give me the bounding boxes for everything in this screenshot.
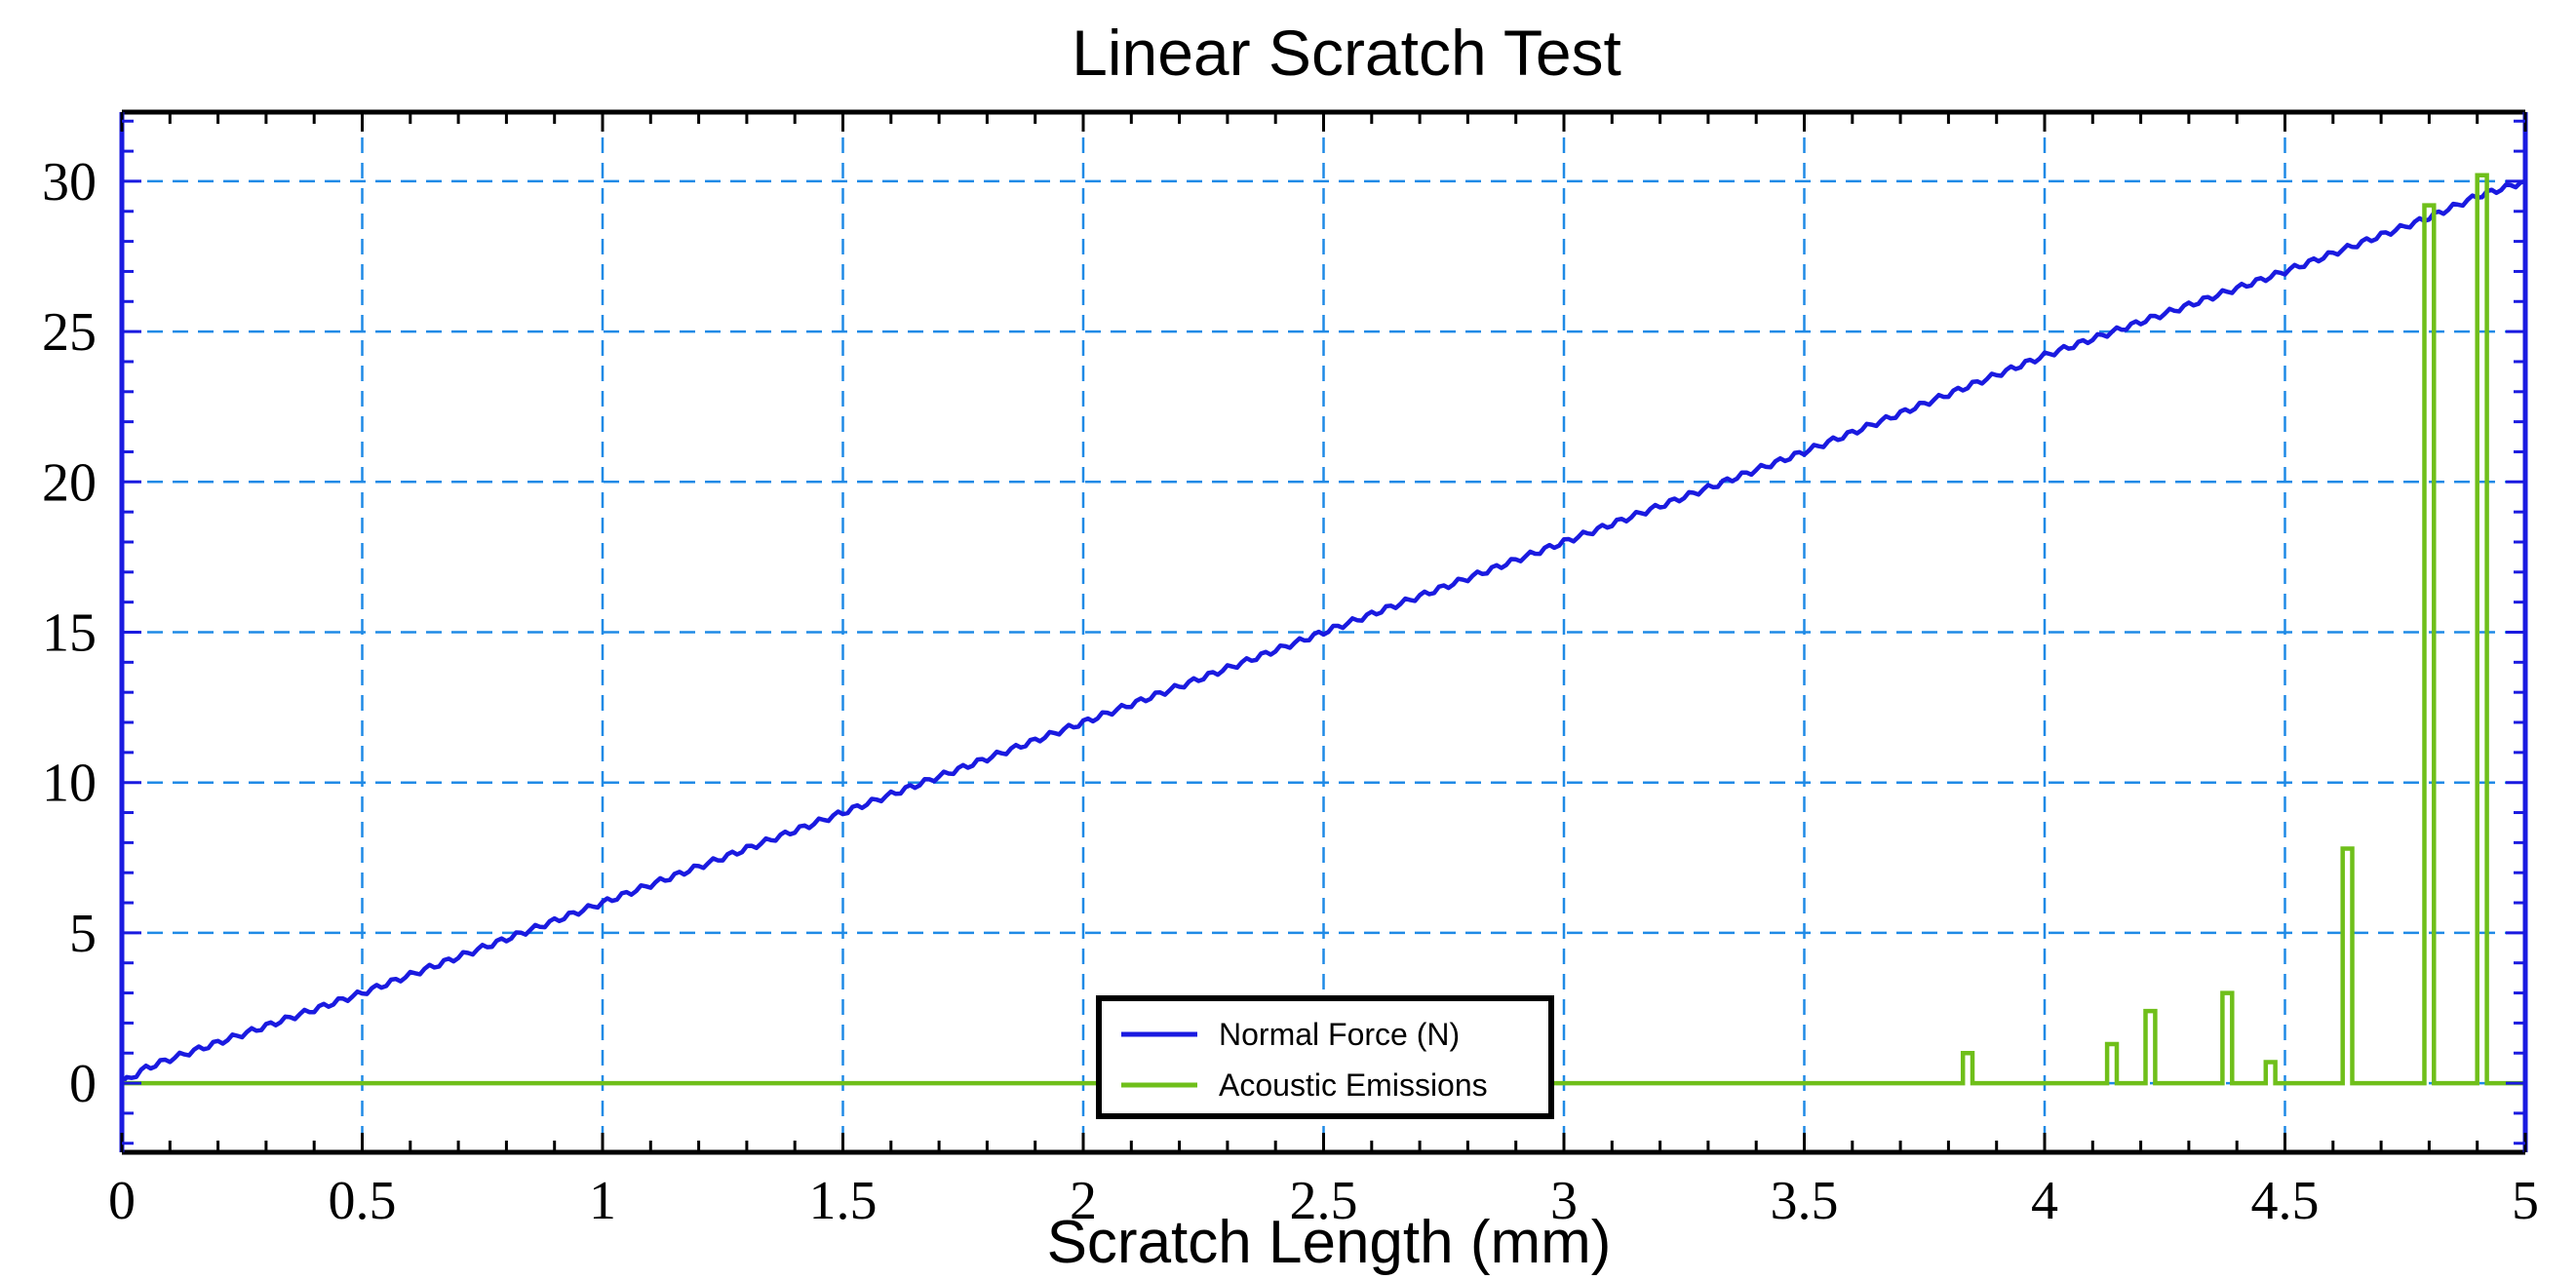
y-tick-label: 15	[42, 603, 97, 664]
series-line-acoustic-emissions	[122, 173, 2525, 1086]
y-tick-label: 5	[69, 904, 97, 964]
tick-labels: 0 0.5 1 1.5 2 2.5 3 3.5 4 4.5 5 0 5 10 15 20 25 30	[42, 152, 2539, 1231]
x-tick-label: 1	[589, 1171, 616, 1231]
y-tick-label: 20	[42, 452, 97, 513]
x-tick-label: 5	[2512, 1171, 2539, 1231]
y-tick-label: 10	[42, 754, 97, 814]
x-tick-label: 0.5	[329, 1171, 397, 1231]
legend-box	[1096, 995, 1554, 1119]
x-tick-label: 3.5	[1771, 1171, 1839, 1231]
x-tick-label: 4.5	[2251, 1171, 2320, 1231]
y-tick-label: 25	[42, 302, 97, 363]
y-tick-label: 0	[69, 1054, 97, 1114]
x-tick-label: 2.5	[1290, 1171, 1358, 1231]
x-axis-label: Scratch Length (mm)	[1047, 1209, 1612, 1276]
series-line-normal-force	[120, 178, 2526, 1085]
axis-ticks	[120, 112, 2527, 1152]
legend: Normal Force (N) Acoustic Emissions	[1096, 995, 1554, 1119]
plot-series	[120, 173, 2526, 1086]
x-tick-label: 3	[1550, 1171, 1578, 1231]
chart-title: Linear Scratch Test	[1072, 17, 1621, 89]
legend-label-normal-force: Normal Force (N)	[1219, 1017, 1460, 1052]
legend-label-acoustic-emissions: Acoustic Emissions	[1219, 1067, 1488, 1103]
x-tick-label: 0	[108, 1171, 136, 1231]
x-tick-label: 4	[2031, 1171, 2058, 1231]
y-tick-label: 30	[42, 152, 97, 213]
x-tick-label: 2	[1070, 1171, 1097, 1231]
x-tick-label: 1.5	[809, 1171, 878, 1231]
